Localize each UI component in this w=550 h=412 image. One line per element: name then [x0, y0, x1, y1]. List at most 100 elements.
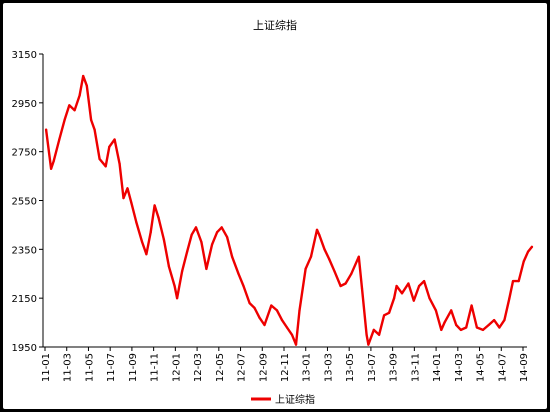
data-point [517, 280, 520, 283]
data-point [298, 309, 301, 312]
x-tick-label: 13-11 [410, 353, 421, 382]
data-point [149, 231, 152, 234]
data-point [498, 326, 501, 329]
data-point [122, 197, 125, 200]
data-point [412, 299, 415, 302]
data-point [141, 240, 144, 244]
y-tick-label: 2350 [12, 245, 37, 256]
data-point [344, 282, 347, 285]
data-point [190, 233, 193, 236]
data-point [440, 328, 443, 331]
data-point [393, 297, 396, 300]
data-point [285, 326, 289, 329]
data-point [339, 284, 342, 288]
x-tick-label: 13-03 [323, 353, 334, 382]
data-point [294, 343, 298, 346]
data-point [176, 297, 179, 300]
y-axis: 1950 2150 2350 2550 2750 2950 3150 [12, 50, 44, 354]
y-tick-label: 3150 [12, 50, 37, 61]
data-point [407, 282, 410, 285]
x-tick-label: 11-03 [63, 353, 74, 382]
data-point [400, 292, 404, 295]
data-point [270, 304, 273, 307]
y-tick-label: 2550 [12, 197, 37, 208]
x-tick-label: 13-05 [345, 353, 356, 382]
data-point [309, 255, 313, 258]
data-point [68, 104, 71, 107]
x-tick-label: 11-05 [84, 353, 95, 382]
data-point [200, 240, 203, 244]
x-tick-label: 12-07 [237, 353, 248, 382]
x-tick-label: 14-03 [454, 353, 465, 382]
data-point [263, 323, 266, 327]
data-point [58, 138, 61, 141]
data-point [216, 231, 219, 234]
data-point [181, 270, 184, 273]
data-point [162, 238, 165, 241]
data-point [465, 326, 468, 329]
data-point [211, 243, 214, 246]
data-point [350, 272, 353, 275]
data-point [434, 309, 437, 312]
data-point [481, 328, 485, 331]
legend: 上证综指 [251, 393, 315, 406]
data-point [378, 333, 381, 336]
data-point [205, 267, 208, 270]
chart-title: 上证综指 [253, 18, 297, 32]
data-point [428, 297, 431, 300]
data-point [418, 284, 421, 288]
data-point [242, 284, 245, 288]
x-tick-label: 13-01 [302, 353, 313, 382]
data-point [318, 233, 321, 236]
data-point [423, 280, 426, 283]
data-point [145, 253, 148, 256]
data-point [357, 255, 360, 258]
legend-label: 上证综指 [275, 393, 315, 406]
data-point [85, 84, 88, 87]
data-point [82, 74, 85, 78]
chart-frame: 上证综指 1950 2150 2350 2550 2750 2950 3150 11-01 1… [3, 3, 547, 409]
data-point [248, 302, 251, 305]
data-point [450, 309, 453, 312]
data-point [511, 280, 515, 283]
x-tick-label: 14-05 [476, 353, 487, 382]
data-point [470, 304, 473, 307]
data-point [93, 128, 96, 131]
data-point [231, 255, 234, 258]
x-axis: 11-01 11-03 11-05 11-07 11-09 11-11 12-01 12-03… [41, 346, 530, 382]
data-point [503, 319, 506, 322]
data-point [493, 319, 496, 322]
data-point [290, 333, 294, 336]
x-tick-label: 13-09 [389, 353, 400, 382]
data-point [323, 248, 326, 251]
data-point [383, 314, 386, 317]
x-tick-label: 13-07 [367, 353, 378, 382]
data-point [63, 118, 66, 121]
x-tick-label: 12-05 [215, 353, 226, 382]
data-point [126, 187, 129, 190]
data-point [108, 145, 111, 148]
data-point [365, 333, 368, 336]
data-point [304, 267, 307, 270]
plot-area [44, 74, 534, 346]
data-point [153, 204, 156, 207]
data-point [508, 297, 511, 300]
x-tick-label: 11-09 [128, 353, 139, 382]
data-point [258, 316, 261, 319]
y-tick-label: 2150 [12, 294, 37, 305]
data-point [253, 306, 256, 309]
x-tick-label: 14-01 [432, 353, 443, 382]
y-tick-label: 2950 [12, 99, 37, 110]
data-point [78, 94, 81, 97]
x-tick-label: 11-07 [106, 353, 117, 382]
data-point [315, 228, 319, 231]
data-point [367, 343, 370, 346]
data-point [130, 201, 133, 204]
y-tick-label: 1950 [12, 343, 37, 354]
data-point [275, 309, 279, 312]
data-point [194, 226, 198, 229]
data-point [167, 265, 170, 268]
x-tick-label: 14-09 [519, 353, 530, 382]
data-point [73, 109, 76, 112]
